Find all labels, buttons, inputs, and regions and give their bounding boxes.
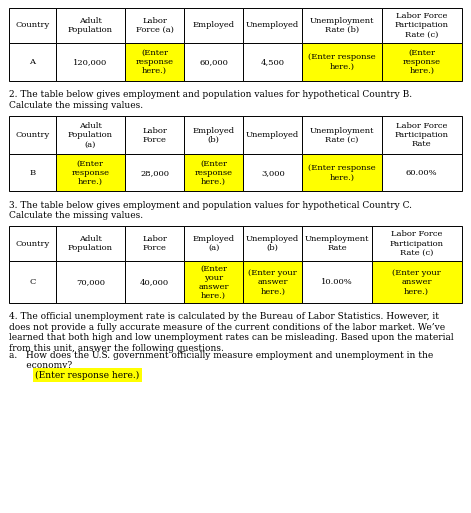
Bar bbox=[382, 154, 462, 191]
Text: Labor Force
Participation
Rate (c): Labor Force Participation Rate (c) bbox=[395, 12, 449, 38]
Bar bbox=[372, 226, 462, 261]
Text: Labor Force
Participation
Rate: Labor Force Participation Rate bbox=[395, 122, 449, 148]
Text: Country: Country bbox=[16, 240, 49, 248]
Bar bbox=[9, 43, 56, 81]
Bar bbox=[302, 154, 382, 191]
Bar bbox=[9, 8, 56, 43]
Text: 60.00%: 60.00% bbox=[406, 169, 438, 177]
Bar bbox=[302, 226, 372, 261]
Bar bbox=[382, 116, 462, 154]
Bar bbox=[372, 261, 462, 303]
Text: Unemployed
(b): Unemployed (b) bbox=[246, 235, 300, 252]
Bar bbox=[184, 226, 243, 261]
Bar bbox=[9, 116, 56, 154]
Text: Employed
(b): Employed (b) bbox=[193, 127, 235, 144]
Bar bbox=[9, 154, 56, 191]
Bar bbox=[184, 261, 243, 303]
Bar bbox=[302, 261, 372, 303]
Bar bbox=[56, 43, 125, 81]
Text: (Enter response
here.): (Enter response here.) bbox=[309, 53, 376, 70]
Bar bbox=[243, 116, 302, 154]
Bar bbox=[184, 8, 243, 43]
Text: (Enter
response
here.): (Enter response here.) bbox=[71, 160, 109, 186]
Bar bbox=[184, 116, 243, 154]
Text: (Enter
response
here.): (Enter response here.) bbox=[195, 160, 233, 186]
Text: a.   How does the U.S. government officially measure employment and unemployment: a. How does the U.S. government official… bbox=[9, 351, 434, 370]
Text: 28,000: 28,000 bbox=[140, 169, 169, 177]
Text: Adult
Population: Adult Population bbox=[68, 16, 113, 34]
Text: Unemployment
Rate: Unemployment Rate bbox=[305, 235, 369, 252]
Bar bbox=[243, 43, 302, 81]
Bar bbox=[9, 261, 56, 303]
Bar bbox=[125, 226, 184, 261]
Bar bbox=[125, 116, 184, 154]
Text: 10.00%: 10.00% bbox=[321, 278, 353, 286]
Text: (Enter response
here.): (Enter response here.) bbox=[309, 164, 376, 182]
Text: Adult
Population
(a): Adult Population (a) bbox=[68, 122, 113, 148]
Text: B: B bbox=[30, 169, 36, 177]
Bar bbox=[302, 43, 382, 81]
Bar bbox=[243, 226, 302, 261]
Text: 3. The table below gives employment and population values for hypothetical Count: 3. The table below gives employment and … bbox=[9, 201, 413, 220]
Bar bbox=[9, 226, 56, 261]
Bar bbox=[382, 43, 462, 81]
Text: Country: Country bbox=[16, 131, 49, 139]
Bar bbox=[243, 154, 302, 191]
Bar bbox=[302, 8, 382, 43]
Bar bbox=[125, 154, 184, 191]
Text: Labor
Force: Labor Force bbox=[142, 235, 167, 252]
Text: Adult
Population: Adult Population bbox=[68, 235, 113, 252]
Text: Labor Force
Participation
Rate (c): Labor Force Participation Rate (c) bbox=[390, 230, 444, 257]
Bar bbox=[184, 43, 243, 81]
Bar bbox=[243, 8, 302, 43]
Bar bbox=[125, 8, 184, 43]
Text: (Enter your
answer
here.): (Enter your answer here.) bbox=[392, 269, 441, 295]
Text: (Enter response here.): (Enter response here.) bbox=[35, 370, 139, 380]
Bar bbox=[56, 226, 125, 261]
Text: Unemployed: Unemployed bbox=[246, 131, 300, 139]
Text: Labor
Force: Labor Force bbox=[142, 127, 167, 144]
Text: Country: Country bbox=[16, 21, 49, 29]
Text: 40,000: 40,000 bbox=[140, 278, 169, 286]
Text: Unemployment
Rate (c): Unemployment Rate (c) bbox=[310, 127, 374, 144]
Text: 70,000: 70,000 bbox=[76, 278, 105, 286]
Bar bbox=[125, 43, 184, 81]
Text: 120,000: 120,000 bbox=[73, 58, 107, 66]
Bar bbox=[56, 154, 125, 191]
Text: Unemployed: Unemployed bbox=[246, 21, 300, 29]
Text: (Enter
your
answer
here.): (Enter your answer here.) bbox=[198, 264, 229, 300]
Text: Employed
(a): Employed (a) bbox=[193, 235, 235, 252]
Bar bbox=[125, 261, 184, 303]
Bar bbox=[243, 261, 302, 303]
Text: Unemployment
Rate (b): Unemployment Rate (b) bbox=[310, 16, 374, 34]
Text: 60,000: 60,000 bbox=[199, 58, 228, 66]
Text: 4,500: 4,500 bbox=[261, 58, 285, 66]
Bar bbox=[184, 154, 243, 191]
Text: 4. The official unemployment rate is calculated by the Bureau of Labor Statistic: 4. The official unemployment rate is cal… bbox=[9, 312, 454, 352]
Text: (Enter
response
here.): (Enter response here.) bbox=[136, 49, 174, 75]
Text: Employed: Employed bbox=[193, 21, 235, 29]
Text: Labor
Force (a): Labor Force (a) bbox=[136, 16, 173, 34]
Text: C: C bbox=[29, 278, 36, 286]
Text: A: A bbox=[30, 58, 35, 66]
Bar bbox=[56, 8, 125, 43]
Bar bbox=[302, 116, 382, 154]
Text: 3,000: 3,000 bbox=[261, 169, 284, 177]
Text: 2. The table below gives employment and population values for hypothetical Count: 2. The table below gives employment and … bbox=[9, 90, 413, 110]
Text: (Enter
response
here.): (Enter response here.) bbox=[403, 49, 441, 75]
Bar bbox=[56, 116, 125, 154]
Bar bbox=[56, 261, 125, 303]
Bar bbox=[382, 8, 462, 43]
Text: (Enter your
answer
here.): (Enter your answer here.) bbox=[248, 269, 297, 295]
